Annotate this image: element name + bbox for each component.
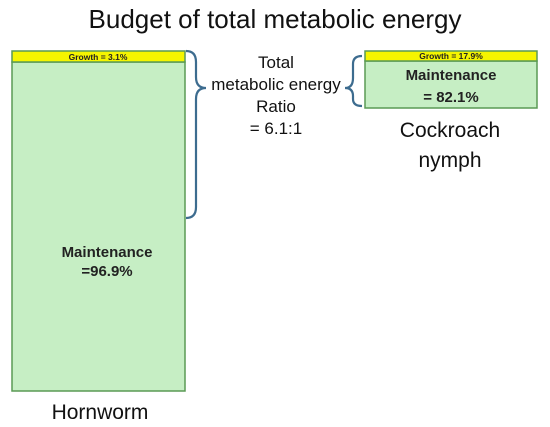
ratio-annotation: Total metabolic energy Ratio = 6.1:1 xyxy=(196,52,356,140)
hornworm-maintenance-value: =96.9% xyxy=(81,263,132,280)
cockroach-maintenance-value: = 82.1% xyxy=(423,89,478,106)
cockroach-label: Cockroach nymph xyxy=(380,118,520,174)
ratio-line-value: = 6.1:1 xyxy=(249,119,303,138)
cockroach-bar: Growth = 17.9% Maintenance = 82.1% xyxy=(364,50,538,109)
hornworm-maintenance-segment xyxy=(11,61,186,392)
cockroach-maintenance-label: Maintenance xyxy=(406,67,497,84)
cockroach-growth-label: Growth = 17.9% xyxy=(419,51,483,61)
hornworm-growth-label: Growth = 3.1% xyxy=(69,52,128,62)
cockroach-label-line2: nymph xyxy=(418,149,482,172)
hornworm-label: Hornworm xyxy=(51,401,149,424)
diagram-title: Budget of total metabolic energy xyxy=(88,4,462,34)
ratio-line-total: Total xyxy=(258,53,294,72)
hornworm-maintenance-label: Maintenance xyxy=(62,244,153,261)
hornworm-growth-segment xyxy=(11,50,186,63)
cockroach-growth-segment xyxy=(364,50,538,62)
hornworm-bar: Growth = 3.1% Maintenance =96.9% xyxy=(11,50,186,392)
ratio-line-metabolic: metabolic energy xyxy=(211,75,341,94)
cockroach-label-line1: Cockroach xyxy=(399,119,501,142)
cockroach-brace xyxy=(344,54,363,108)
ratio-line-ratio: Ratio xyxy=(256,97,296,116)
hornworm-brace xyxy=(185,49,207,220)
